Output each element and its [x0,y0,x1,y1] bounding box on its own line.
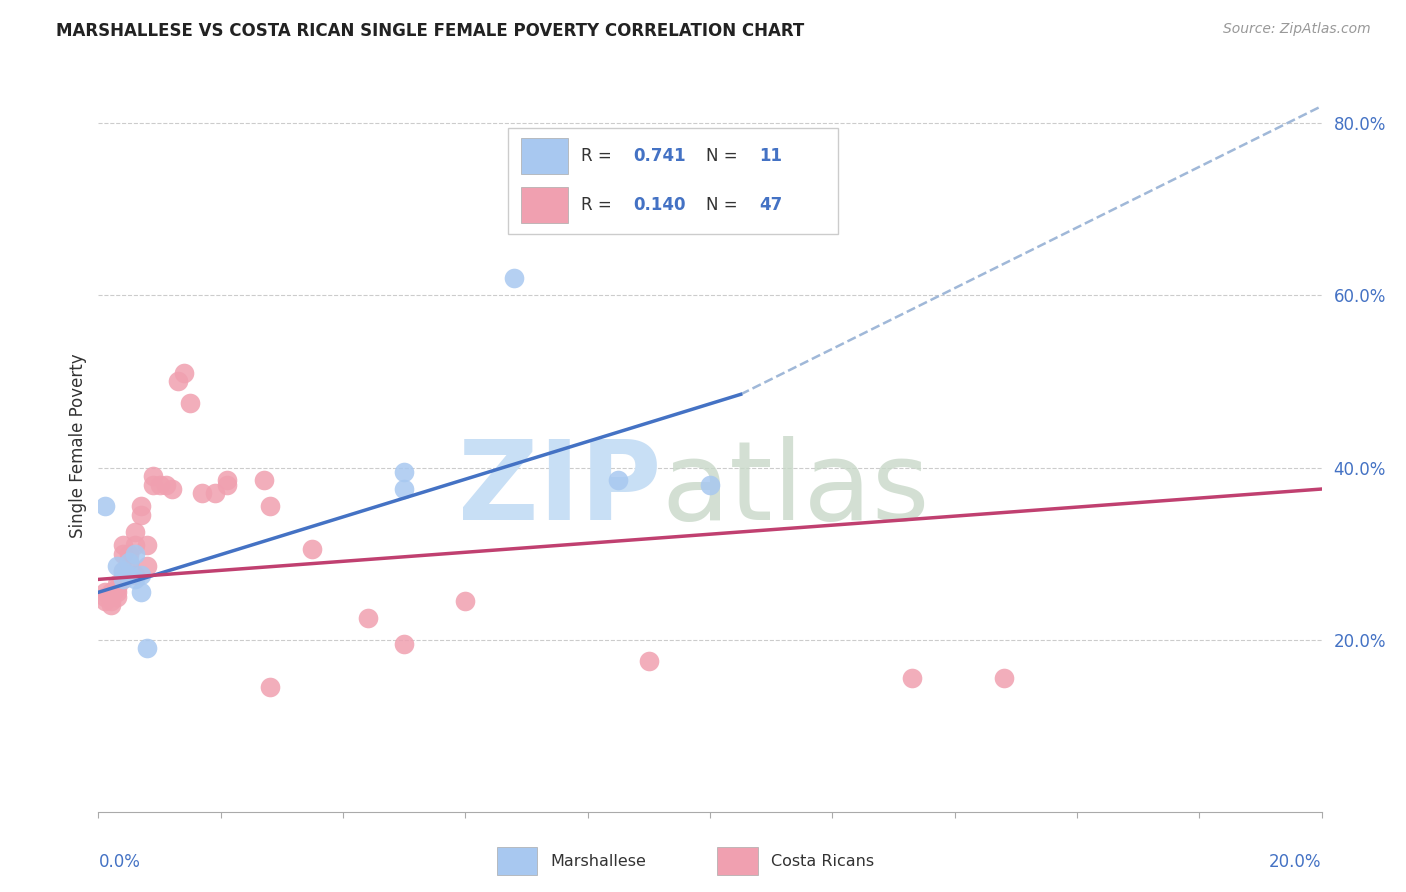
Point [111,573,134,587]
Point [93,590,115,604]
Point [136,538,159,552]
Point [392,482,416,496]
Point [124,568,146,582]
Point [111,573,134,587]
Point [699,477,721,491]
Point [637,654,661,668]
Point [111,547,134,561]
Text: 20.0%: 20.0% [1270,853,1322,871]
Point [124,547,146,561]
Point [111,564,134,578]
Text: ZIP: ZIP [458,436,661,543]
Point [454,594,477,608]
Point [118,555,141,569]
Point [901,671,924,685]
Point [173,366,195,380]
Point [93,500,115,514]
Point [129,585,152,599]
Point [259,500,281,514]
Point [93,585,115,599]
Point [118,555,141,569]
Bar [717,847,758,875]
Point [607,474,630,488]
Point [129,568,152,582]
Point [136,641,159,656]
Point [118,568,141,582]
Point [105,590,128,604]
Point [129,508,152,522]
Text: Source: ZipAtlas.com: Source: ZipAtlas.com [1223,22,1371,37]
Point [149,477,172,491]
Point [503,271,526,285]
Point [215,477,238,491]
Point [93,594,115,608]
Point [155,477,177,491]
Point [100,598,122,612]
Point [118,547,141,561]
Bar [496,847,537,875]
Text: atlas: atlas [661,436,929,543]
Point [564,215,586,229]
Point [136,559,159,574]
Point [100,590,122,604]
Point [124,573,146,587]
Point [111,564,134,578]
Point [179,396,201,410]
Text: Costa Ricans: Costa Ricans [770,854,875,869]
Point [124,538,146,552]
Point [124,524,146,539]
Point [252,474,274,488]
Point [100,585,122,599]
Point [111,538,134,552]
Point [167,375,190,389]
Text: 0.0%: 0.0% [98,853,141,871]
Point [259,680,281,694]
Point [215,474,238,488]
Point [356,611,378,625]
Y-axis label: Single Female Poverty: Single Female Poverty [69,354,87,538]
Point [993,671,1015,685]
Point [105,576,128,591]
Point [142,469,165,483]
Point [142,477,165,491]
Text: MARSHALLESE VS COSTA RICAN SINGLE FEMALE POVERTY CORRELATION CHART: MARSHALLESE VS COSTA RICAN SINGLE FEMALE… [56,22,804,40]
Point [301,542,323,557]
Point [191,486,214,500]
Point [105,581,128,595]
Point [392,637,416,651]
Point [392,465,416,479]
Point [105,585,128,599]
Point [204,486,226,500]
Point [100,594,122,608]
Point [129,500,152,514]
Text: Marshallese: Marshallese [551,854,647,869]
Point [160,482,183,496]
Point [118,568,141,582]
Point [105,559,128,574]
